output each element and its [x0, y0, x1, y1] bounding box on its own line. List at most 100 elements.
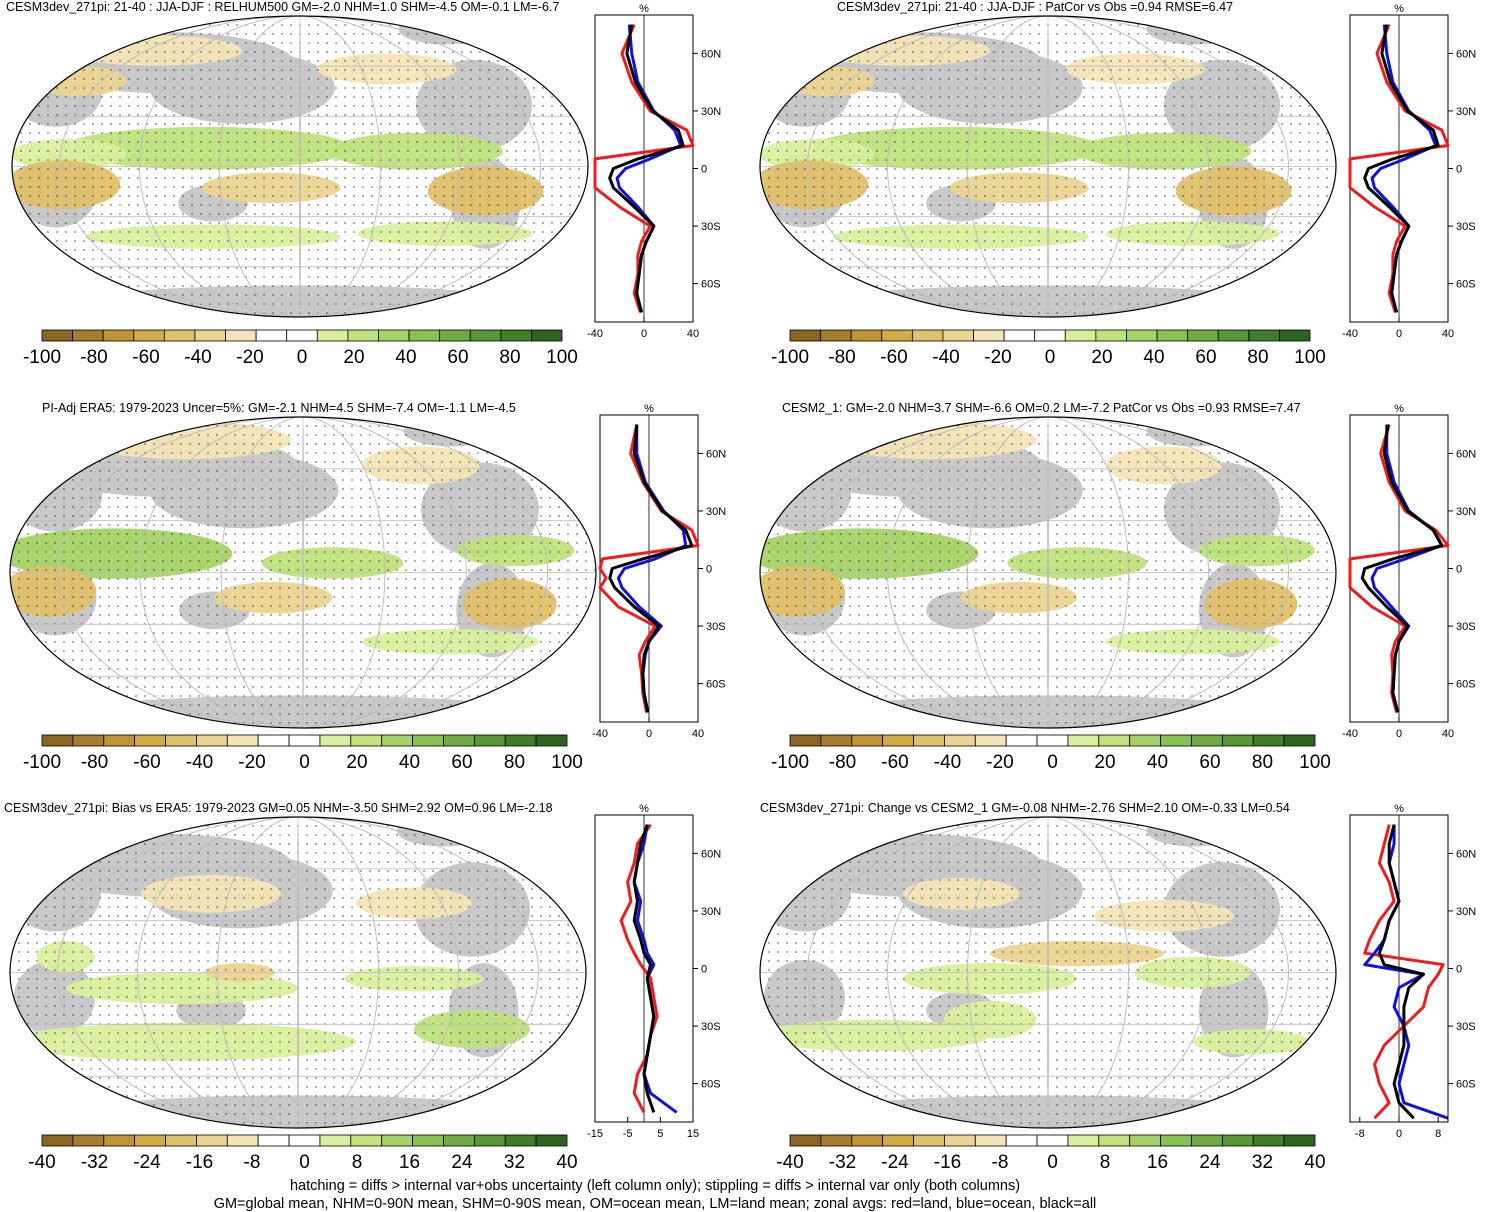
colorbar-label: 24 — [1199, 1152, 1221, 1173]
colorbar-swatch — [165, 1134, 197, 1147]
colorbar-swatch — [1098, 734, 1131, 747]
colorbar-swatch — [851, 1134, 884, 1147]
colorbar-label: -60 — [881, 752, 908, 773]
zonal-line-all — [1377, 824, 1425, 1120]
longitude-line — [967, 417, 1129, 728]
panel-title: CESM2_1: GM=-2.0 NHM=3.7 SHM=-6.6 OM=0.2… — [782, 401, 1301, 415]
colorbar-swatch — [408, 329, 441, 342]
x-tick-label: 40 — [687, 328, 699, 340]
longitude-line — [137, 817, 459, 1128]
colorbar-swatch — [820, 329, 852, 342]
lat-tick-label: 60N — [701, 48, 721, 60]
colorbar-swatch — [1279, 329, 1311, 342]
zonal-line-all — [632, 824, 656, 1113]
x-tick-label: -40 — [587, 328, 603, 340]
longitude-line — [219, 16, 381, 317]
colorbar-swatch — [1252, 1134, 1285, 1147]
colorbar-label: -20 — [984, 347, 1011, 368]
lat-tick-label: 60N — [701, 848, 721, 860]
lat-tick-label: 0 — [706, 564, 712, 576]
colorbar-swatch — [1098, 1134, 1131, 1147]
zonal-unit-label: % — [1394, 403, 1404, 415]
x-tick-label: 8 — [1435, 1128, 1441, 1140]
lat-tick-label: 0 — [701, 964, 707, 976]
lat-tick-label: 60N — [1456, 48, 1476, 60]
colorbar-swatch — [381, 1134, 413, 1147]
colorbar-swatch — [944, 734, 976, 747]
panel-title: PI-Adj ERA5: 1979-2023 Uncer=5%: GM=-2.1… — [42, 401, 516, 415]
colorbar-swatch — [381, 734, 413, 747]
colorbar-label: 32 — [1252, 1152, 1273, 1173]
colorbar-label: -40 — [932, 347, 959, 368]
colorbar-label: 20 — [343, 347, 364, 368]
longitude-line — [139, 417, 467, 728]
colorbar-label: 0 — [1047, 1152, 1058, 1173]
colorbar-label: -40 — [186, 752, 213, 773]
map-border — [759, 416, 1337, 729]
colorbar-swatch — [286, 329, 318, 342]
colorbar-swatch — [443, 1134, 475, 1147]
colorbar-swatch — [1095, 329, 1127, 342]
colorbar-swatch — [257, 1134, 290, 1147]
colorbar-label: 60 — [1195, 347, 1216, 368]
colorbar-swatch — [226, 1134, 259, 1147]
zonal-line-land — [1348, 424, 1450, 713]
world-map — [9, 416, 597, 729]
colorbar-label: -80 — [828, 347, 855, 368]
longitude-line — [967, 817, 1129, 1128]
colorbar-swatch — [1005, 1134, 1038, 1147]
colorbar-swatch — [196, 1134, 228, 1147]
colorbar-label: 80 — [499, 347, 520, 368]
colorbar-label: -40 — [184, 347, 211, 368]
lat-tick-label: 30N — [706, 506, 726, 518]
x-tick-label: 0 — [1396, 1128, 1402, 1140]
colorbar-label: -60 — [133, 752, 160, 773]
longitude-line — [887, 817, 1209, 1128]
colorbar-swatch — [1003, 329, 1036, 342]
map-border — [9, 816, 587, 1129]
lat-tick-label: 30S — [1456, 621, 1476, 633]
colorbar: -100 -80 -60 -40 -20 0 20 40 60 80 100 — [771, 734, 1331, 773]
colorbar-swatch — [469, 329, 502, 342]
x-tick-label: 40 — [1442, 728, 1454, 740]
colorbar-label: -60 — [132, 347, 159, 368]
world-map — [9, 816, 587, 1129]
x-tick-label: -8 — [1355, 1128, 1365, 1140]
panel-title: CESM3dev_271pi: 21-40 : JJA-DJF : PatCor… — [837, 0, 1234, 14]
colorbar-swatch — [1283, 734, 1316, 747]
x-tick-label: -15 — [587, 1128, 603, 1140]
zonal-line-all — [1360, 424, 1444, 713]
colorbar-swatch — [378, 329, 410, 342]
colorbar-label: 0 — [297, 347, 308, 368]
lat-tick-label: 30N — [1456, 106, 1476, 118]
colorbar-swatch — [163, 329, 196, 342]
colorbar-label: 0 — [1045, 347, 1056, 368]
colorbar-swatch — [789, 734, 822, 747]
colorbar: -100 -80 -60 -40 -20 0 20 40 60 80 100 — [23, 329, 578, 368]
colorbar-swatch — [1217, 329, 1250, 342]
lat-tick-label: 30N — [1456, 906, 1476, 918]
colorbar-swatch — [41, 1134, 74, 1147]
longitude-line — [807, 817, 1289, 1128]
colorbar-label: -80 — [829, 752, 856, 773]
zonal-mean-plot: % 60N 30N 0 30S 60S -40 0 40 — [587, 3, 721, 340]
colorbar-label: -32 — [81, 1152, 108, 1173]
colorbar-label: -8 — [992, 1152, 1009, 1173]
colorbar-label: -40 — [776, 1152, 803, 1173]
x-tick-label: 15 — [687, 1128, 699, 1140]
colorbar-label: -40 — [28, 1152, 55, 1173]
colorbar-label: -8 — [244, 1152, 261, 1173]
colorbar-label: 20 — [1091, 347, 1112, 368]
colorbar-swatch — [974, 734, 1007, 747]
footer-note-legend: GM=global mean, NHM=0-90N mean, SHM=0-90… — [213, 1196, 1097, 1212]
colorbar-swatch — [789, 329, 821, 342]
colorbar-label: 100 — [551, 752, 583, 773]
colorbar-label: 0 — [1047, 752, 1058, 773]
colorbar-label: 8 — [352, 1152, 363, 1173]
colorbar: -100 -80 -60 -40 -20 0 20 40 60 80 100 — [23, 734, 583, 773]
colorbar-swatch — [881, 329, 913, 342]
colorbar-swatch — [225, 329, 257, 342]
longitude-line — [1047, 16, 1049, 317]
colorbar-swatch — [535, 1134, 568, 1147]
colorbar-label: 60 — [447, 347, 468, 368]
